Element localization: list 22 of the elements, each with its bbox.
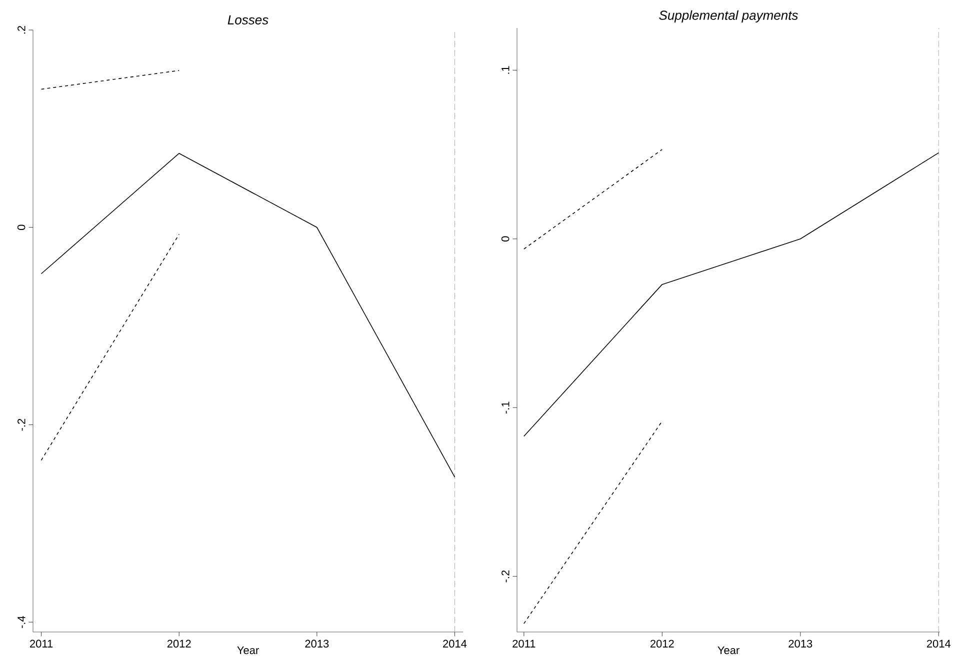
x-tick-label: 2011 bbox=[30, 640, 53, 648]
x-tick-label: 2012 bbox=[167, 640, 191, 648]
x-tick-label: 2014 bbox=[926, 640, 951, 648]
y-tick-label: -.2 bbox=[18, 418, 26, 431]
chart-title: Supplemental payments bbox=[659, 10, 798, 22]
x-tick-label: 2014 bbox=[443, 640, 467, 648]
y-tick-label: 0 bbox=[501, 236, 510, 242]
y-tick-label: .2 bbox=[18, 26, 26, 34]
y-tick-label: .1 bbox=[502, 66, 510, 74]
x-axis-title: Year bbox=[718, 646, 740, 654]
x-tick-label: 2012 bbox=[650, 640, 674, 648]
chart-title: Losses bbox=[228, 15, 268, 24]
x-axis-title: Year bbox=[237, 646, 259, 654]
line-series bbox=[524, 152, 940, 437]
y-tick-label: -.1 bbox=[502, 402, 510, 414]
y-tick-label: 0 bbox=[17, 224, 26, 230]
y-tick-label: -.4 bbox=[18, 616, 26, 628]
x-tick-label: 2013 bbox=[788, 640, 812, 648]
line-series bbox=[40, 152, 456, 478]
x-tick-label: 2011 bbox=[512, 640, 536, 648]
x-tick-label: 2013 bbox=[305, 640, 329, 648]
y-tick-label: -.2 bbox=[502, 570, 510, 582]
